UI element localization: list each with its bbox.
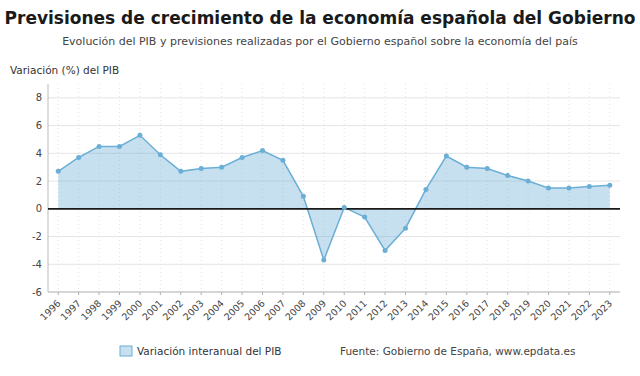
plot-area (48, 133, 620, 263)
y-grid-line (48, 292, 620, 293)
source: Fuente: Gobierno de España, www.epdata.e… (340, 345, 575, 357)
x-grid-line (405, 84, 406, 292)
x-grid-line (344, 84, 345, 292)
marker (56, 169, 61, 174)
x-tick-label: 2012 (365, 298, 390, 323)
x-tick-label: 2022 (569, 298, 594, 323)
x-tick-label: 2009 (303, 298, 328, 323)
y-tick-label: -2 (32, 231, 42, 242)
x-tick-label: 2008 (283, 298, 308, 323)
marker (526, 179, 531, 184)
x-tick-label: 2013 (385, 298, 410, 323)
x-tick-label: 1999 (99, 298, 124, 323)
x-tick-label: 2018 (487, 298, 512, 323)
x-tick-label: 2014 (405, 298, 430, 323)
x-tick-label: 2017 (467, 298, 492, 323)
x-tick-label: 1997 (58, 298, 83, 323)
marker (383, 248, 388, 253)
marker (403, 226, 408, 231)
marker (97, 144, 102, 149)
y-grid-line (48, 208, 620, 209)
x-tick-label: 2010 (324, 298, 349, 323)
x-grid-line (385, 84, 386, 292)
marker (280, 158, 285, 163)
x-tick-label: 2004 (201, 298, 226, 323)
marker (464, 165, 469, 170)
marker (505, 173, 510, 178)
x-tick-label: 2023 (589, 298, 614, 323)
marker (301, 194, 306, 199)
marker (321, 258, 326, 263)
x-tick-label: 1996 (38, 298, 63, 323)
marker (362, 215, 367, 220)
y-tick-label: -6 (32, 287, 42, 298)
x-tick-label: 2021 (548, 298, 573, 323)
legend-label: Variación interanual del PIB (137, 345, 282, 357)
marker (178, 169, 183, 174)
x-tick-label: 2002 (160, 298, 185, 323)
y-grid-line (48, 236, 620, 237)
x-tick-label: 2001 (140, 298, 165, 323)
marker (607, 183, 612, 188)
y-grid-line (48, 264, 620, 265)
grid (48, 84, 620, 292)
x-tick-label: 2011 (344, 298, 369, 323)
marker (137, 133, 142, 138)
marker (444, 154, 449, 159)
marker (260, 148, 265, 153)
marker (240, 155, 245, 160)
legend-swatch (120, 346, 132, 356)
marker (423, 187, 428, 192)
marker (485, 166, 490, 171)
marker (117, 144, 122, 149)
marker (546, 186, 551, 191)
x-tick-label: 2015 (426, 298, 451, 323)
x-grid-line (303, 84, 304, 292)
y-tick-label: 6 (36, 120, 42, 131)
x-axis-line (48, 292, 620, 293)
x-tick-label: 2000 (119, 298, 144, 323)
y-axis-line (48, 84, 49, 292)
y-tick-label: 4 (36, 148, 42, 159)
marker (219, 165, 224, 170)
marker (158, 152, 163, 157)
chart: Previsiones de crecimiento de la economí… (0, 0, 640, 376)
marker (342, 205, 347, 210)
x-tick-label: 2005 (222, 298, 247, 323)
x-tick-label: 2016 (446, 298, 471, 323)
y-tick-label: 8 (36, 92, 42, 103)
y-tick-label: 2 (36, 176, 42, 187)
y-tick-label: 0 (36, 203, 42, 214)
marker (76, 155, 81, 160)
x-tick-label: 2020 (528, 298, 553, 323)
x-tick-label: 2019 (508, 298, 533, 323)
subtitle: Evolución del PIB y previsiones realizad… (62, 35, 578, 48)
y-tick-label: -4 (32, 259, 42, 270)
x-tick-label: 2006 (242, 298, 267, 323)
area (58, 135, 610, 260)
y-axis-label: Variación (%) del PIB (10, 64, 119, 76)
legend: Variación interanual del PIB (120, 345, 282, 357)
title: Previsiones de crecimiento de la economí… (5, 8, 636, 28)
x-tick-label: 2003 (181, 298, 206, 323)
marker (566, 186, 571, 191)
line (58, 135, 610, 260)
x-tick-label: 1998 (79, 298, 104, 323)
x-grid-line (364, 84, 365, 292)
marker (199, 166, 204, 171)
zero-line (48, 208, 620, 210)
y-grid-line (48, 125, 620, 126)
marker (587, 184, 592, 189)
x-tick-label: 2007 (262, 298, 287, 323)
y-grid-line (48, 97, 620, 98)
